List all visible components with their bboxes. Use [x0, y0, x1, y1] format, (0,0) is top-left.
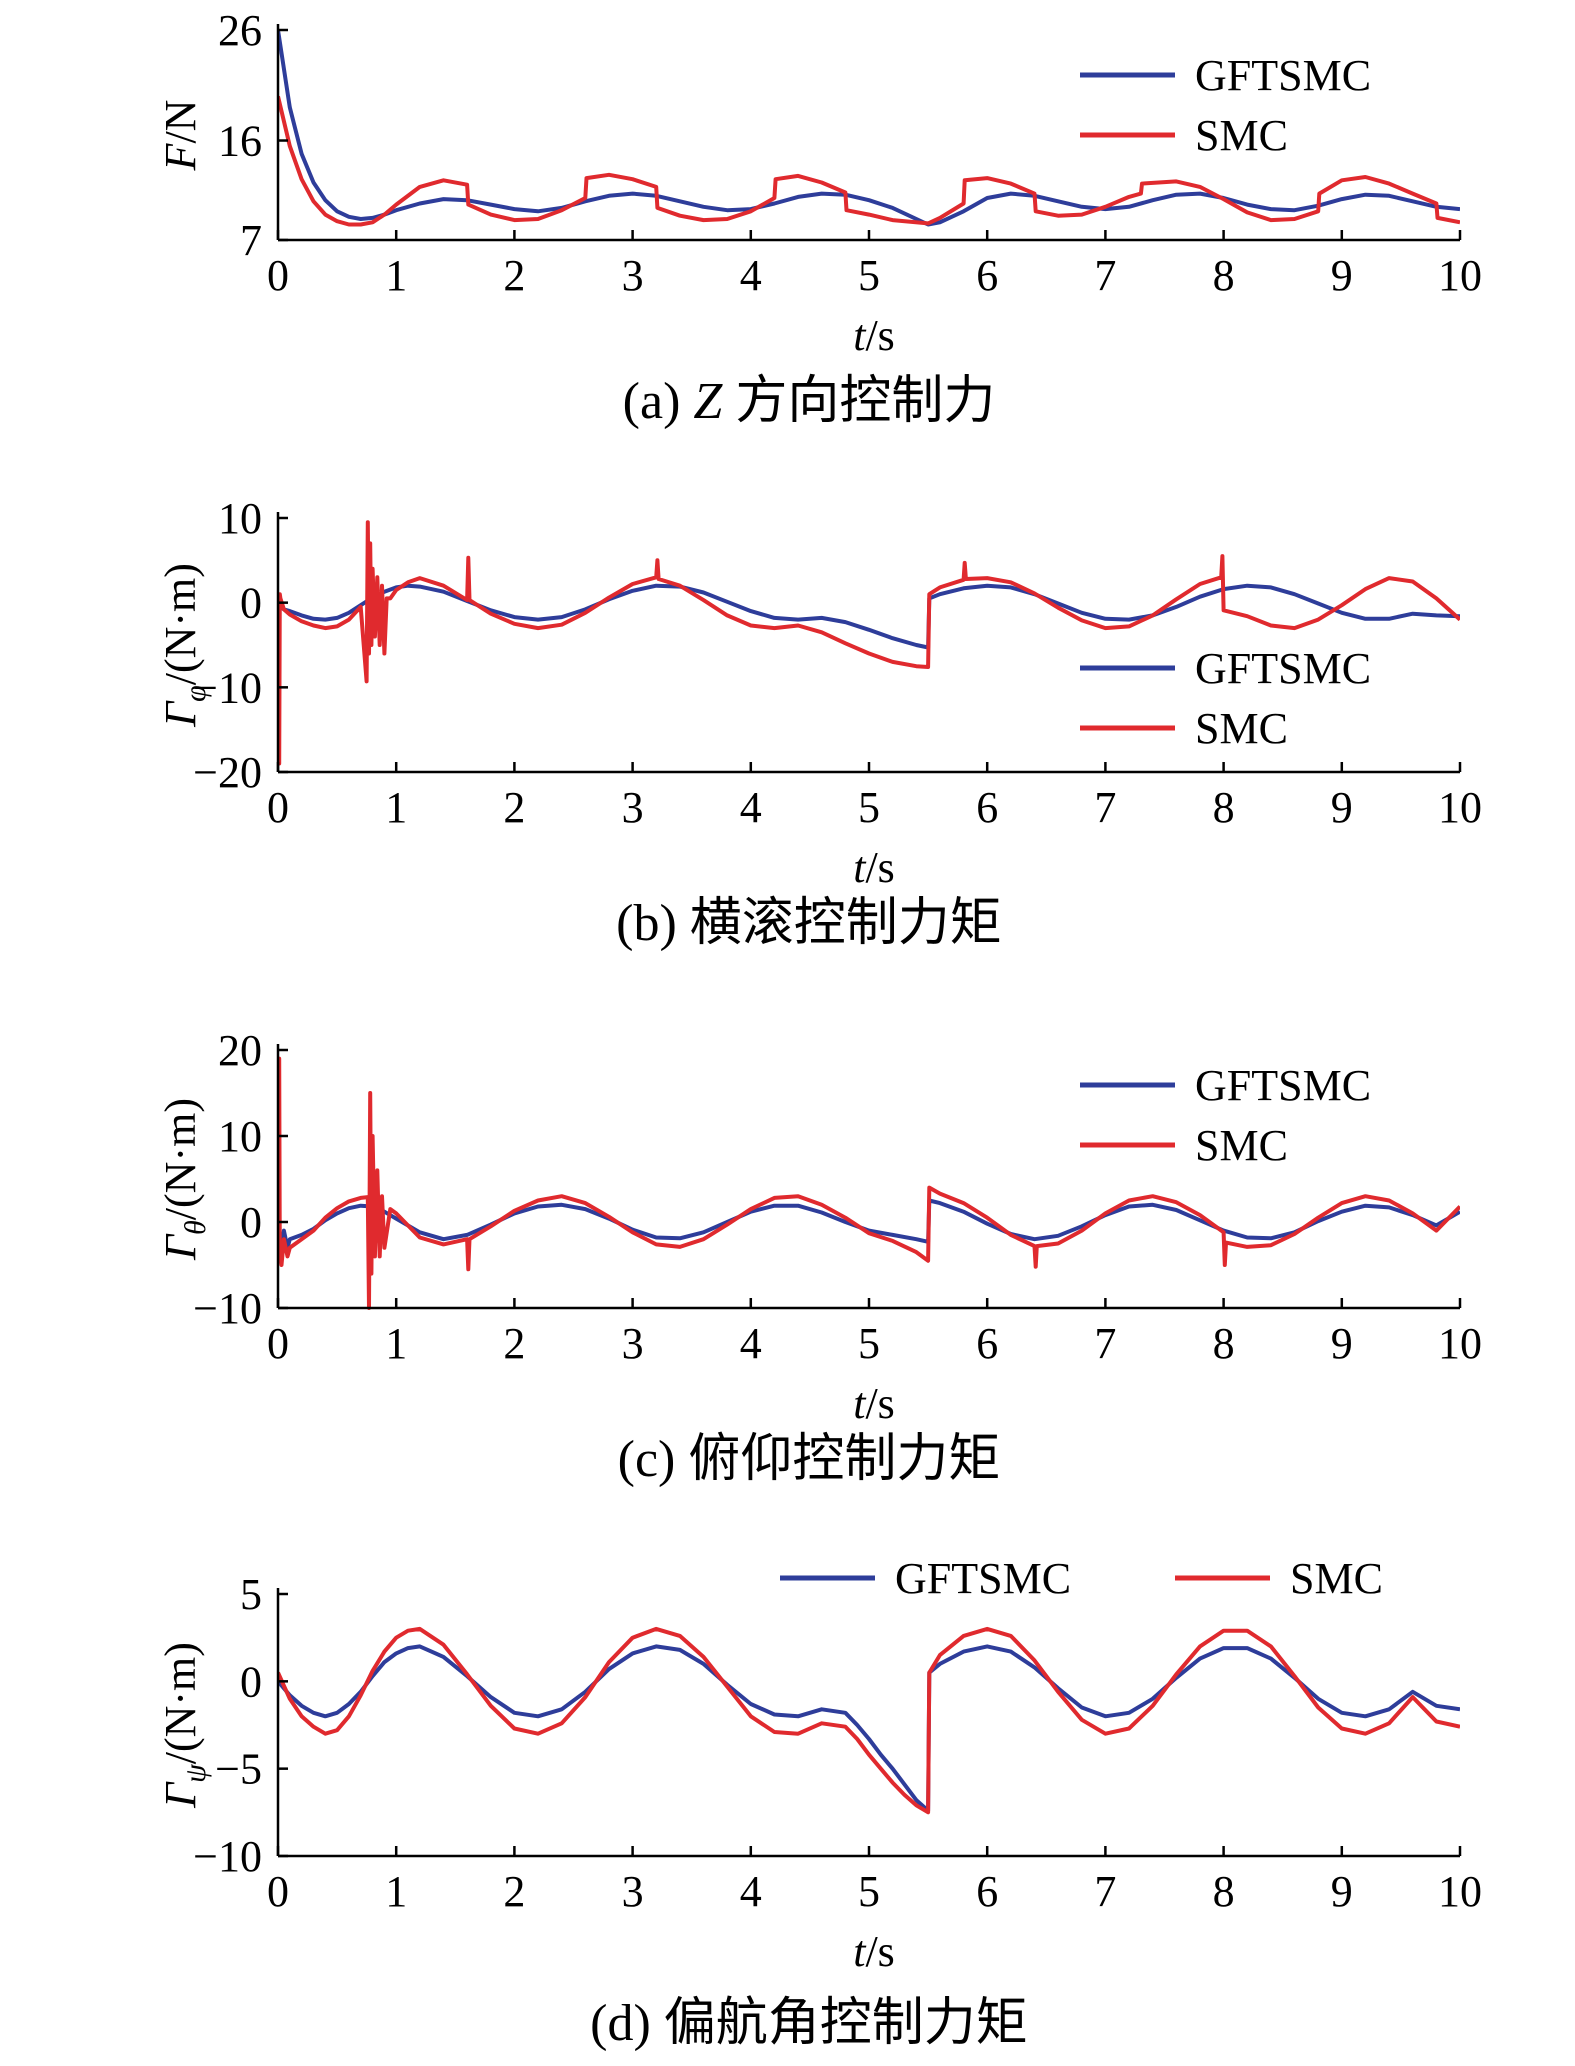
y-tick-label: −5	[215, 1745, 262, 1794]
series-line-smc	[278, 1056, 1460, 1310]
y-axis-title: Γφ/(N·m)	[156, 563, 212, 728]
x-tick-label: 3	[622, 1319, 644, 1368]
y-tick-label: 0	[240, 1657, 262, 1706]
x-tick-label: 7	[1094, 1319, 1116, 1368]
x-tick-label: 7	[1094, 251, 1116, 300]
x-tick-label: 9	[1331, 783, 1353, 832]
x-tick-label: 2	[503, 1319, 525, 1368]
x-tick-label: 9	[1331, 1319, 1353, 1368]
y-tick-label: 26	[218, 6, 262, 55]
x-axis-title: t/s	[853, 843, 895, 892]
x-axis-title: t/s	[853, 1379, 895, 1428]
x-tick-label: 3	[622, 783, 644, 832]
x-tick-label: 6	[976, 251, 998, 300]
x-tick-label: 5	[858, 783, 880, 832]
y-tick-label: 16	[218, 117, 262, 166]
x-tick-label: 1	[385, 1867, 407, 1916]
y-axis-title: Γψ/(N·m)	[156, 1642, 212, 1809]
panel-caption: (a) Z 方向控制力	[623, 373, 996, 430]
y-tick-label: 10	[218, 494, 262, 543]
x-tick-label: 0	[267, 251, 289, 300]
y-tick-label: 20	[218, 1026, 262, 1075]
x-tick-label: 6	[976, 783, 998, 832]
x-tick-label: 0	[267, 783, 289, 832]
y-tick-label: 10	[218, 1112, 262, 1161]
y-axis-title: F/N	[156, 100, 205, 172]
x-tick-label: 4	[740, 1319, 762, 1368]
x-tick-label: 7	[1094, 783, 1116, 832]
legend-label-gftsmc: GFTSMC	[1195, 644, 1371, 693]
y-tick-label: −20	[193, 748, 262, 797]
x-tick-label: 10	[1438, 783, 1482, 832]
x-tick-label: 5	[858, 1867, 880, 1916]
x-tick-label: 2	[503, 783, 525, 832]
x-tick-label: 5	[858, 1319, 880, 1368]
x-tick-label: 10	[1438, 1319, 1482, 1368]
x-tick-label: 10	[1438, 251, 1482, 300]
chart-panel-0: 0 1 2 3 4 5 6 7 8 9 10 7 16 26 t/s F/N GFTSMC SMC (a) Z 方向…	[156, 6, 1482, 430]
x-tick-label: 9	[1331, 251, 1353, 300]
x-tick-label: 8	[1213, 783, 1235, 832]
y-tick-label: 5	[240, 1570, 262, 1619]
x-tick-label: 1	[385, 1319, 407, 1368]
y-tick-label: 7	[240, 216, 262, 265]
legend-label-smc: SMC	[1195, 1121, 1288, 1170]
chart-panel-2: 0 1 2 3 4 5 6 7 8 9 10−1001020t/sΓθ/(N·m)GFTSMCSMC…	[156, 1026, 1482, 1488]
legend-label-gftsmc: GFTSMC	[1195, 1061, 1371, 1110]
legend-label-smc: SMC	[1195, 704, 1288, 753]
y-tick-label: 0	[240, 579, 262, 628]
y-tick-label: −10	[193, 1284, 262, 1333]
x-tick-label: 10	[1438, 1867, 1482, 1916]
x-tick-label: 8	[1213, 1867, 1235, 1916]
chart-panel-1: 0 1 2 3 4 5 6 7 8 9 10 −20 −10 0 10 t/s Γφ/(N·m) GFTSMC SM…	[156, 494, 1482, 952]
x-tick-label: 3	[622, 251, 644, 300]
y-axis-title: Γθ/(N·m)	[156, 1098, 212, 1261]
x-tick-label: 9	[1331, 1867, 1353, 1916]
legend-label-gftsmc: GFTSMC	[1195, 51, 1371, 100]
x-tick-label: 1	[385, 251, 407, 300]
series-line-smc	[278, 95, 1460, 227]
y-tick-label: 0	[240, 1198, 262, 1247]
legend-label-smc: SMC	[1290, 1554, 1383, 1603]
y-tick-label: −10	[193, 663, 262, 712]
x-tick-label: 4	[740, 1867, 762, 1916]
x-tick-label: 6	[976, 1319, 998, 1368]
x-tick-label: 8	[1213, 251, 1235, 300]
x-tick-label: 3	[622, 1867, 644, 1916]
x-axis-title: t/s	[853, 1927, 895, 1976]
legend-label-smc: SMC	[1195, 111, 1288, 160]
x-tick-label: 7	[1094, 1867, 1116, 1916]
chart-panel-3: 0 1 2 3 4 5 6 7 8 9 10 −10 −5 0 5 t/s Γψ/(N·m) GFTSMC SMC (…	[156, 1554, 1482, 2052]
x-tick-label: 4	[740, 783, 762, 832]
y-tick-label: −10	[193, 1832, 262, 1881]
x-tick-label: 4	[740, 251, 762, 300]
x-tick-label: 5	[858, 251, 880, 300]
series-line-smc	[278, 520, 1460, 766]
x-tick-label: 8	[1213, 1319, 1235, 1368]
x-tick-label: 2	[503, 251, 525, 300]
x-axis-title: t/s	[853, 311, 895, 360]
panel-caption: (b) 横滚控制力矩	[616, 895, 1002, 952]
x-tick-label: 0	[267, 1319, 289, 1368]
panel-caption: (d) 偏航角控制力矩	[590, 1995, 1028, 2052]
x-tick-label: 0	[267, 1867, 289, 1916]
x-tick-label: 6	[976, 1867, 998, 1916]
legend-label-gftsmc: GFTSMC	[895, 1554, 1071, 1603]
series-line-gftsmc	[278, 1644, 1460, 1813]
series-line-smc	[278, 1626, 1460, 1815]
panel-caption: (c) 俯仰控制力矩	[618, 1431, 1001, 1488]
x-tick-label: 2	[503, 1867, 525, 1916]
x-tick-label: 1	[385, 783, 407, 832]
